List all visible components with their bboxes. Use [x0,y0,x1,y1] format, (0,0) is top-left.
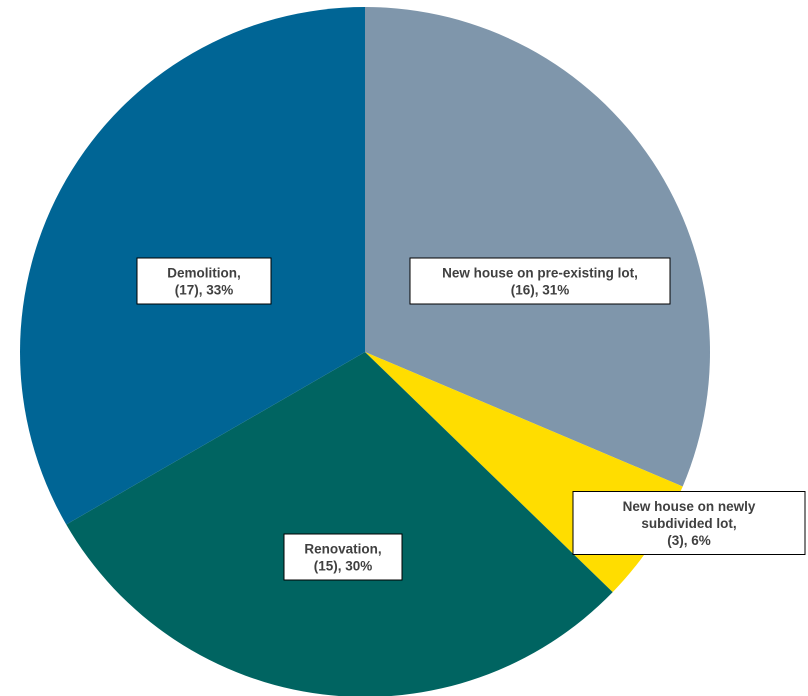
slice-renovation [66,352,613,696]
data-label-line: (17), 33% [175,282,234,297]
data-label-box [136,257,272,305]
data-label-line: Renovation, [304,541,381,556]
data-label-box [409,257,671,305]
data-label-line: (15), 30% [314,558,373,573]
data-label-line: (3), 6% [667,533,711,548]
data-label-box [572,491,806,555]
slice-new-house-pre-existing-lot [365,7,710,487]
data-label-line: Demolition, [167,265,241,280]
label-new-house-newly-subdivided-lot: New house on newly subdivided lot, (3), 6% [572,491,806,555]
label-renovation: Renovation, (15), 30% [283,533,403,581]
data-label-line: New house on newly [623,499,756,514]
label-demolition: Demolition, (17), 33% [136,257,272,305]
data-label-line: New house on pre-existing lot, [442,265,638,280]
data-label-box [283,533,403,581]
data-label-line: subdivided lot, [641,516,736,531]
pie-slices [20,7,710,696]
pie-data-labels: New house on pre-existing lot,(16), 31%N… [136,257,806,581]
data-label-line: (16), 31% [511,282,570,297]
label-new-house-pre-existing-lot: New house on pre-existing lot, (16), 31% [409,257,671,305]
